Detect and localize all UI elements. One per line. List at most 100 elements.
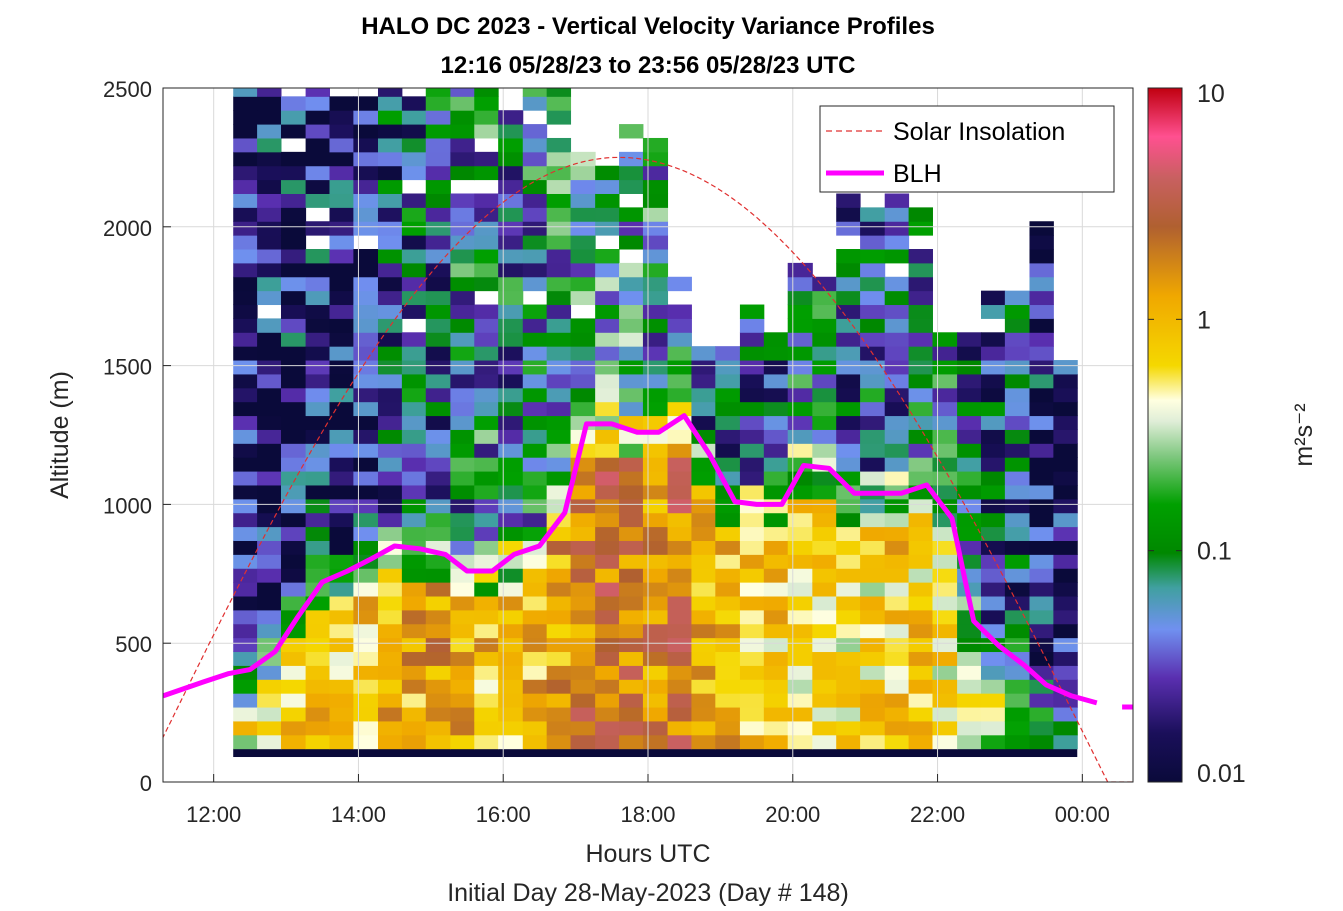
heatmap-cell [667,707,692,722]
heatmap-cell [739,554,765,569]
heatmap-cell [522,276,548,292]
heatmap-cell [812,554,837,569]
heatmap-cell [980,429,1006,444]
heatmap-cell [667,346,692,361]
heatmap-cell [619,554,644,569]
heatmap-cell [1053,596,1078,611]
heatmap-cell [329,484,354,500]
heatmap-cell [787,720,813,736]
heatmap-cell [836,193,861,208]
heatmap-cell [522,568,548,583]
heatmap-cell [305,193,330,208]
heatmap-cell [233,290,258,306]
heatmap-cell [257,679,282,694]
heatmap-cell [932,360,958,375]
heatmap-cell [474,110,499,125]
heatmap-cell [522,512,548,528]
heatmap-cell [257,96,282,111]
heatmap-cell [353,110,379,125]
heatmap-cell [957,484,982,500]
heatmap-cell [860,457,886,472]
heatmap-cell [329,693,354,708]
heatmap-cell [474,512,499,528]
heatmap-cell [957,526,982,541]
heatmap-cell [233,304,258,319]
heatmap-cell [1029,346,1054,361]
heatmap-cell [1029,484,1054,500]
heatmap-cell [1029,596,1054,611]
heatmap-cell [860,540,886,555]
heatmap-cell [280,734,307,750]
heatmap-cell [377,554,403,569]
heatmap-cell [450,88,475,97]
heatmap-cell [715,554,741,569]
heatmap-cell [377,498,403,514]
variance-heatmap [233,88,1078,758]
heatmap-cell [642,734,669,750]
heatmap-cell [691,512,716,528]
heatmap-cell [233,235,258,250]
heatmap-cell [280,596,307,611]
heatmap-cell [1029,651,1054,666]
heatmap-cell [836,693,861,708]
heatmap-cell [474,734,499,750]
heatmap-cell [329,332,354,347]
heatmap-cell [401,124,427,139]
heatmap-cell [353,415,379,430]
heatmap-cell [619,443,644,458]
heatmap-cell [305,360,330,375]
heatmap-cell [377,526,403,541]
heatmap-cell [401,512,427,528]
footer-note: Initial Day 28-May-2023 (Day # 148) [447,879,849,907]
heatmap-cell [619,471,644,486]
heatmap-cell [498,623,524,639]
heatmap-cell [884,235,910,250]
heatmap-cell [280,443,307,458]
heatmap-cell [329,96,354,111]
heatmap-cell [377,443,403,458]
heatmap-cell [836,221,861,236]
heatmap-cell [474,457,499,472]
heatmap-cell [595,457,620,472]
heatmap-cell [257,540,282,555]
heatmap-cell [908,609,933,625]
heatmap-cell [1029,734,1054,750]
heatmap-cell [233,512,258,528]
x-tick-label: 16:00 [476,802,531,827]
heatmap-cell [425,249,451,264]
heatmap-cell [425,360,451,375]
heatmap-cell [1004,720,1030,736]
heatmap-cell [377,151,403,167]
heatmap-cell [667,360,692,375]
heatmap-cell [884,596,910,611]
heatmap-cell [980,415,1006,430]
heatmap-cell [474,429,499,444]
heatmap-cell [667,540,692,555]
heatmap-cell [691,401,716,417]
heatmap-cell [329,221,354,236]
heatmap-cell [1053,457,1078,472]
heatmap-cell [932,526,958,541]
heatmap-cell [763,373,789,389]
heatmap-cell [1029,693,1054,708]
heatmap-cell [450,401,475,417]
y-tick-label: 0 [140,771,152,796]
heatmap-cell [595,568,620,583]
heatmap-cell [1029,318,1054,333]
heatmap-cell [812,609,837,625]
heatmap-cell [980,498,1006,514]
heatmap-cell [474,443,499,458]
heatmap-cell [280,262,307,278]
heatmap-cell [642,276,669,292]
heatmap-cell [691,471,716,486]
y-tick-label: 500 [115,632,152,657]
heatmap-cell [450,165,475,181]
heatmap-cell [908,387,933,403]
heatmap-cell [715,734,741,750]
heatmap-cell [667,276,692,292]
heatmap-cell [787,707,813,722]
heatmap-cell [642,346,669,361]
heatmap-cell [980,484,1006,500]
heatmap-cell [280,124,307,139]
heatmap-cell [1004,401,1030,417]
